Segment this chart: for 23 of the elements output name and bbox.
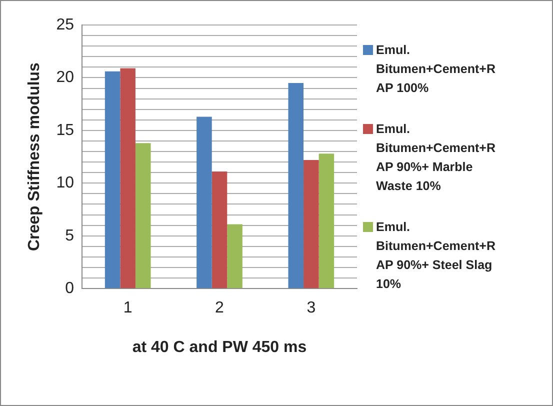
y-tick-label: 5	[65, 227, 74, 244]
x-tick-label: 2	[215, 300, 224, 317]
bar	[212, 172, 228, 288]
bar	[196, 116, 212, 288]
bar	[288, 82, 304, 288]
y-tick-label: 15	[56, 122, 74, 139]
legend-label: Emul. Bitumen+Cement+RAP 100%	[376, 42, 496, 97]
y-tick-label: 0	[65, 280, 74, 298]
bar	[135, 143, 151, 288]
y-tick-label: 20	[56, 69, 74, 86]
legend-label: Emul. Bitumen+Cement+RAP 90%+ Marble Waste 10%	[376, 121, 496, 195]
y-tick-label: 25	[56, 16, 74, 34]
bar	[318, 154, 334, 288]
x-tick-label: 1	[123, 300, 132, 317]
bar	[304, 160, 319, 288]
x-tick-label: 3	[306, 300, 316, 317]
y-axis-title: Creep Stiffness modulus	[26, 62, 44, 252]
bar	[120, 68, 136, 288]
legend-label: Emul. Bitumen+Cement+RAP 90%+ Steel Slag 10%	[376, 219, 496, 293]
y-tick-label: 10	[56, 174, 74, 192]
bar	[227, 224, 242, 288]
x-axis-title: at 40 C and PW 450 ms	[132, 338, 307, 356]
bar	[104, 71, 120, 288]
